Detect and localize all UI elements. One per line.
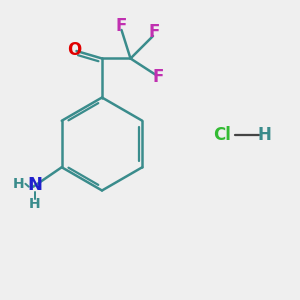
Text: Cl: Cl (213, 126, 231, 144)
Text: H: H (29, 197, 40, 211)
Text: F: F (149, 23, 160, 41)
Text: O: O (68, 41, 82, 59)
Text: F: F (153, 68, 164, 86)
Text: N: N (27, 176, 42, 194)
Text: H: H (13, 177, 25, 191)
Text: H: H (257, 126, 271, 144)
Text: F: F (116, 17, 127, 35)
